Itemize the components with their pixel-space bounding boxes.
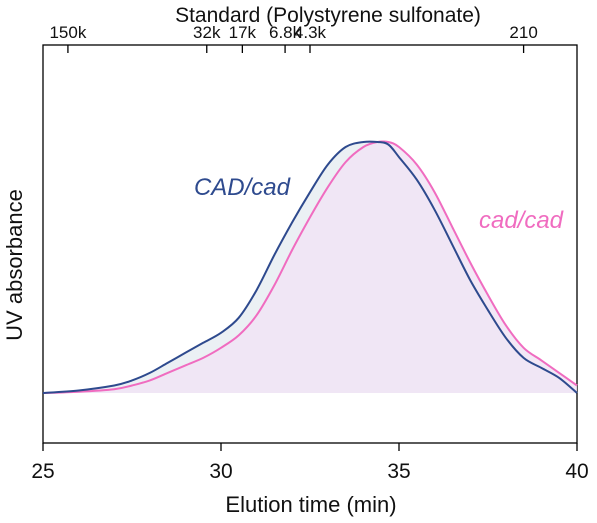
x-axis-label: Elution time (min) [225, 492, 396, 517]
top-tick-label: 150k [49, 23, 86, 42]
series-lines [42, 140, 578, 394]
top-tick-label: 6.8k [269, 23, 302, 42]
series-area-cad-recessive [43, 141, 577, 393]
x-tick-label: 40 [565, 460, 588, 483]
top-tick-label: 17k [229, 23, 257, 42]
top-tick-label: 32k [193, 23, 221, 42]
series-label-cad-recessive: cad/cad [479, 207, 564, 234]
top-axis-title: Standard (Polystyrene sulfonate) [175, 4, 481, 27]
top-tick-label: 210 [509, 23, 537, 42]
x-tick-label: 25 [31, 460, 54, 483]
top-axis-ticks: 150k 32k 17k 6.8k4.3k 210 [49, 23, 538, 53]
x-tick-label: 30 [209, 460, 232, 483]
series-line-cad-recessive [42, 140, 578, 394]
series-areas [43, 141, 577, 393]
series-line-cad-dominant [42, 140, 578, 394]
x-tick-label: 35 [387, 460, 410, 483]
y-axis-label: UV absorbance [2, 189, 27, 341]
series-label-cad-dominant: CAD/cad [194, 174, 291, 201]
x-axis-ticks: 25 30 35 40 [31, 443, 589, 483]
top-tick-label: 4.3k [294, 23, 327, 42]
